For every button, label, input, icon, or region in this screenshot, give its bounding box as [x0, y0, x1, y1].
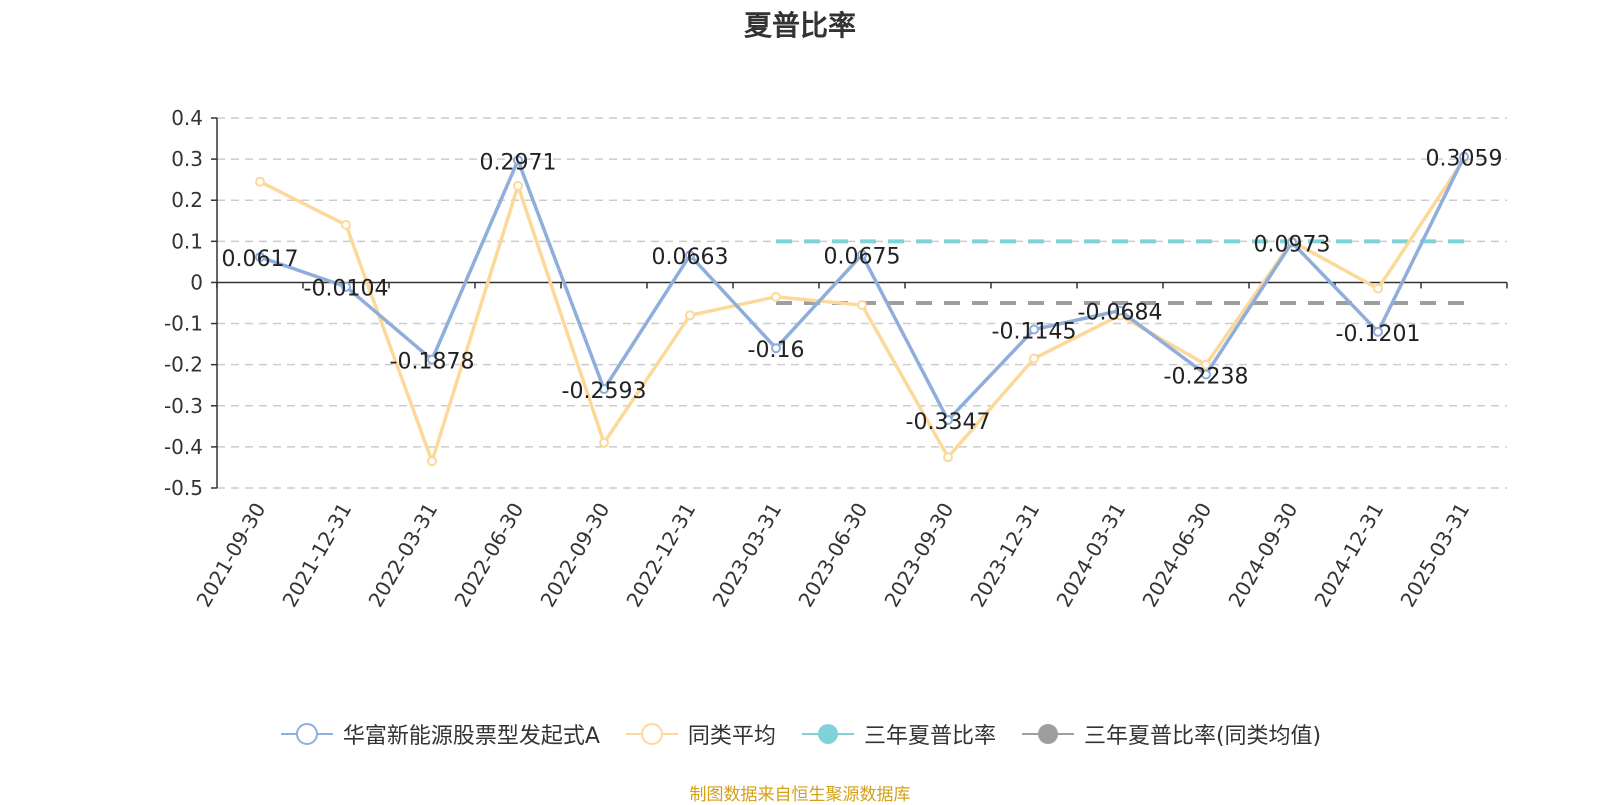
y-tick-label: -0.3: [164, 394, 203, 418]
data-point: [341, 219, 351, 230]
x-tick-label: 2023-12-31: [965, 499, 1044, 612]
data-label: -0.3347: [906, 410, 991, 435]
data-point: [1115, 305, 1125, 316]
legend-marker: [640, 723, 663, 745]
x-tick-label: 2024-09-30: [1223, 499, 1302, 612]
legend-item[interactable]: 同类平均: [624, 718, 776, 750]
y-tick-label: -0.5: [164, 476, 203, 500]
x-tick-label: 2024-06-30: [1137, 499, 1216, 612]
data-label: -0.1878: [390, 350, 475, 375]
data-label: 0.0663: [652, 245, 729, 270]
data-label: 0.0617: [222, 247, 299, 272]
data-point: [771, 291, 781, 302]
legend-label: 华富新能源股票型发起式A: [342, 724, 600, 749]
data-label: -0.0104: [304, 277, 389, 302]
legend-label: 三年夏普比率(同类均值): [1083, 724, 1322, 749]
y-tick-label: -0.4: [164, 435, 203, 459]
y-tick-label: -0.1: [164, 312, 203, 336]
y-tick-label: 0.2: [171, 188, 203, 212]
legend-item[interactable]: 三年夏普比率(同类均值): [1020, 718, 1321, 750]
data-label: 0.2971: [480, 150, 557, 175]
data-point: [599, 437, 609, 448]
y-tick-label: 0.1: [171, 229, 203, 253]
data-point: [685, 250, 695, 261]
data-point: [513, 155, 523, 166]
data-point: [943, 452, 953, 463]
series-line: [259, 158, 1466, 464]
series: [255, 151, 1469, 467]
data-point: [1287, 237, 1297, 248]
data-point: [1373, 326, 1383, 337]
x-tick-label: 2025-03-31: [1395, 499, 1474, 612]
legend: 华富新能源股票型发起式A 同类平均 三年夏普比率 三年夏普比率(同类均值): [0, 718, 1600, 750]
data-point: [513, 180, 523, 191]
data-point: [857, 300, 867, 311]
data-label: 0.3059: [1426, 147, 1503, 172]
data-label: -0.0684: [1078, 301, 1163, 326]
data-point: [1373, 283, 1383, 294]
data-point: [1201, 369, 1211, 380]
x-tick-label: 2022-12-31: [621, 499, 700, 612]
x-tick-label: 2021-09-30: [191, 499, 270, 612]
x-tick-label: 2023-03-31: [707, 499, 786, 612]
data-label: 0.0973: [1254, 232, 1331, 257]
source-note: 制图数据来自恒生聚源数据库: [689, 785, 911, 805]
data-point: [771, 343, 781, 354]
legend-swatch: [1021, 724, 1074, 744]
legend-swatch: [280, 723, 333, 745]
y-tick-label: 0: [190, 270, 203, 294]
data-point: [857, 249, 867, 260]
x-tick-label: 2022-06-30: [449, 499, 528, 612]
x-tick-label: 2022-03-31: [363, 499, 442, 612]
data-labels: 0.0617-0.0104 -0.1878 0.2971 -0.2593 0.0663 -…: [222, 147, 1503, 435]
legend-swatch: [625, 723, 678, 745]
data-point: [1459, 151, 1469, 162]
x-tick-label: 2024-03-31: [1051, 499, 1130, 612]
x-tick-label: 2023-06-30: [793, 499, 872, 612]
x-tick-label: 2023-09-30: [879, 499, 958, 612]
y-tick-label: -0.2: [164, 353, 203, 377]
x-tick-label: 2022-09-30: [535, 499, 614, 612]
axes: 0.4 0.3 0.2 0.1 0 -0.1 -0.2 -0.3 -0.4 -0.52021-09…: [164, 106, 1508, 612]
data-label: -0.2238: [1164, 364, 1249, 389]
data-point: [427, 354, 437, 365]
data-label: -0.2593: [562, 379, 647, 404]
legend-label: 同类平均: [687, 724, 776, 749]
data-point: [1029, 324, 1039, 335]
data-point: [685, 310, 695, 321]
x-tick-label: 2024-12-31: [1309, 499, 1388, 612]
data-point: [1029, 353, 1039, 364]
y-tick-label: 0.4: [171, 106, 203, 130]
legend-marker: [1037, 724, 1058, 744]
data-label: -0.1145: [992, 320, 1077, 345]
legend-item[interactable]: 三年夏普比率: [800, 718, 996, 750]
data-label: -0.1201: [1336, 322, 1421, 347]
data-label: 0.0675: [824, 245, 901, 270]
legend-swatch: [801, 724, 854, 744]
legend-label: 三年夏普比率: [863, 724, 996, 749]
legend-marker: [295, 723, 318, 745]
data-label: -0.16: [748, 338, 805, 363]
data-point: [255, 176, 265, 187]
data-point: [599, 384, 609, 395]
legend-marker: [817, 724, 838, 744]
series-line: [259, 155, 1466, 422]
data-point: [427, 456, 437, 467]
data-point: [255, 252, 265, 263]
data-point: [1201, 359, 1211, 370]
data-point: [943, 415, 953, 426]
legend-item[interactable]: 华富新能源股票型发起式A: [279, 718, 600, 750]
chart-title: 夏普比率: [743, 9, 856, 42]
data-point: [341, 281, 351, 292]
x-tick-label: 2021-12-31: [277, 499, 356, 612]
y-tick-label: 0.3: [171, 147, 203, 171]
